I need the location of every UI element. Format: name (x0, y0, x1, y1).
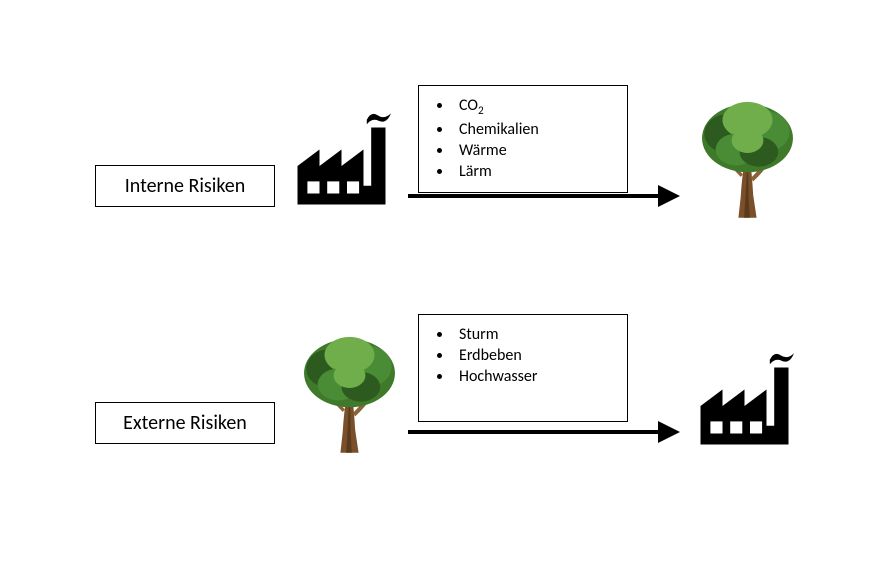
list-item: Erdbeben (453, 346, 613, 365)
label-external-text: Externe Risiken (123, 411, 247, 435)
label-box-internal: Interne Risiken (95, 165, 275, 207)
list-internal: CO2 Chemikalien Wärme Lärm (453, 96, 613, 181)
tree-icon (292, 330, 407, 455)
list-item: Chemikalien (453, 120, 613, 139)
list-item: Lärm (453, 162, 613, 181)
factory-icon (695, 340, 805, 450)
label-internal-text: Interne Risiken (125, 174, 246, 198)
label-box-external: Externe Risiken (95, 402, 275, 444)
list-box-internal: CO2 Chemikalien Wärme Lärm (418, 85, 628, 193)
list-item: CO2 (453, 96, 613, 118)
tree-icon (690, 95, 805, 220)
list-box-external: Sturm Erdbeben Hochwasser (418, 314, 628, 422)
list-external: Sturm Erdbeben Hochwasser (453, 325, 613, 386)
list-item: Sturm (453, 325, 613, 344)
list-item: Wärme (453, 141, 613, 160)
list-item: Hochwasser (453, 367, 613, 386)
factory-icon (292, 100, 402, 210)
